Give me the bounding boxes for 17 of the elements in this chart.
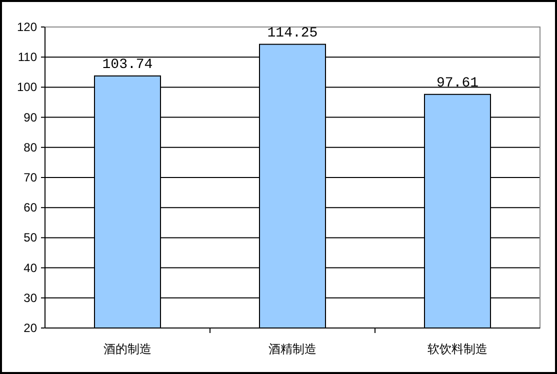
data-label: 114.25 xyxy=(267,25,318,42)
y-tick-label: 50 xyxy=(24,230,38,245)
y-tick-label: 40 xyxy=(24,260,38,275)
y-tick-label: 90 xyxy=(24,110,38,124)
y-tick-label: 100 xyxy=(16,80,38,94)
y-tick-label: 30 xyxy=(24,290,38,305)
data-label: 97.61 xyxy=(436,75,479,92)
y-tick-label: 120 xyxy=(16,20,38,34)
y-tick-label: 70 xyxy=(24,170,38,184)
y-tick-label: 60 xyxy=(24,200,38,215)
x-tick-label: 软饮料制造 xyxy=(428,342,488,356)
x-tick-label: 酒精制造 xyxy=(268,342,316,356)
x-tick-label: 酒的制造 xyxy=(104,342,152,356)
y-tick-label: 110 xyxy=(18,50,38,64)
y-tick-label: 80 xyxy=(24,140,38,154)
y-tick-label: 20 xyxy=(24,321,38,335)
data-label: 103.74 xyxy=(102,56,153,73)
